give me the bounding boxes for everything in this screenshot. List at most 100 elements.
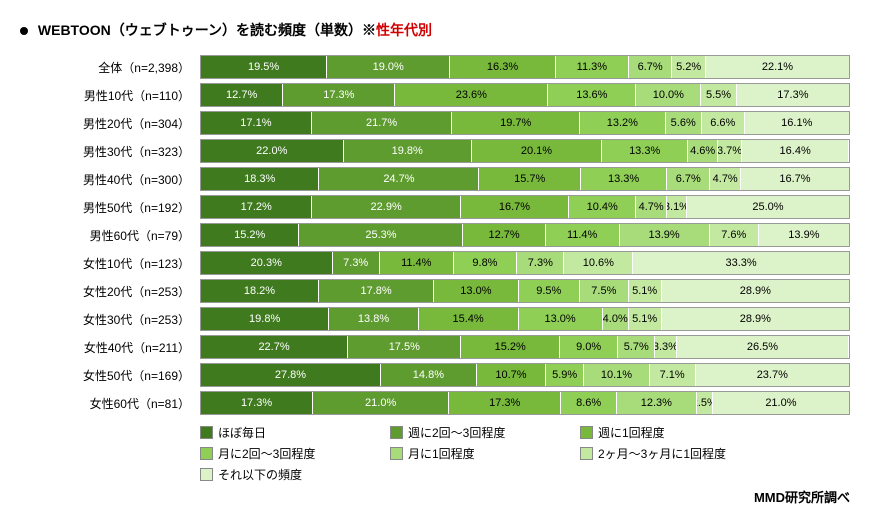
legend-label: 2ヶ月～3ヶ月に1回程度 bbox=[598, 445, 726, 462]
bar-segment: 17.3% bbox=[737, 84, 849, 106]
chart-row: 女性60代（n=81）17.3%21.0%17.3%8.6%12.3%2.5%2… bbox=[20, 392, 850, 414]
stacked-bar: 17.1%21.7%19.7%13.2%5.6%6.6%16.1% bbox=[200, 111, 850, 135]
bar-segment: 4.0% bbox=[603, 308, 629, 330]
bar-segment: 11.3% bbox=[556, 56, 629, 78]
bar-segment: 21.0% bbox=[713, 392, 849, 414]
bar-segment: 15.4% bbox=[419, 308, 519, 330]
stacked-bar: 19.5%19.0%16.3%11.3%6.7%5.2%22.1% bbox=[200, 55, 850, 79]
bar-segment: 23.7% bbox=[696, 364, 849, 386]
row-label: 男性10代（n=110） bbox=[20, 87, 200, 104]
bar-segment: 6.7% bbox=[629, 56, 672, 78]
bar-segment: 33.3% bbox=[633, 252, 849, 274]
bar-segment: 7.1% bbox=[650, 364, 696, 386]
bar-segment: 6.6% bbox=[702, 112, 745, 134]
bar-segment: 4.6% bbox=[688, 140, 718, 162]
legend-label: 週に1回程度 bbox=[598, 424, 665, 441]
stacked-bar: 17.3%21.0%17.3%8.6%12.3%2.5%21.0% bbox=[200, 391, 850, 415]
bar-segment: 13.3% bbox=[602, 140, 688, 162]
bar-segment: 3.1% bbox=[667, 196, 687, 218]
chart-title: WEBTOON（ウェブトゥーン）を読む頻度（単数）※性年代別 bbox=[20, 20, 850, 40]
row-label: 女性10代（n=123） bbox=[20, 255, 200, 272]
bar-segment: 11.4% bbox=[546, 224, 620, 246]
bar-segment: 12.7% bbox=[463, 224, 545, 246]
row-label: 男性40代（n=300） bbox=[20, 171, 200, 188]
bar-segment: 17.3% bbox=[201, 392, 313, 414]
legend-swatch bbox=[200, 447, 213, 460]
bar-segment: 16.7% bbox=[461, 196, 569, 218]
bar-segment: 13.2% bbox=[580, 112, 666, 134]
bar-segment: 8.6% bbox=[561, 392, 617, 414]
legend-item: 週に1回程度 bbox=[580, 424, 750, 441]
legend-item: 週に2回～3回程度 bbox=[390, 424, 560, 441]
legend-swatch bbox=[200, 426, 213, 439]
bar-segment: 21.0% bbox=[313, 392, 449, 414]
bar-segment: 17.8% bbox=[319, 280, 434, 302]
bar-segment: 15.2% bbox=[461, 336, 559, 358]
stacked-bar: 15.2%25.3%12.7%11.4%13.9%7.6%13.9% bbox=[200, 223, 850, 247]
legend-label: それ以下の頻度 bbox=[218, 466, 302, 483]
legend-item: 2ヶ月～3ヶ月に1回程度 bbox=[580, 445, 750, 462]
legend-item: 月に2回～3回程度 bbox=[200, 445, 370, 462]
bar-segment: 5.2% bbox=[672, 56, 706, 78]
bar-segment: 5.1% bbox=[629, 280, 662, 302]
bar-segment: 18.3% bbox=[201, 168, 319, 190]
bar-segment: 24.7% bbox=[319, 168, 479, 190]
bar-segment: 22.1% bbox=[706, 56, 849, 78]
bar-segment: 15.7% bbox=[479, 168, 581, 190]
bar-segment: 17.3% bbox=[283, 84, 395, 106]
stacked-bar: 19.8%13.8%15.4%13.0%4.0%5.1%28.9% bbox=[200, 307, 850, 331]
bar-segment: 13.6% bbox=[548, 84, 636, 106]
bar-segment: 12.7% bbox=[201, 84, 283, 106]
chart-row: 女性40代（n=211）22.7%17.5%15.2%9.0%5.7%3.3%2… bbox=[20, 336, 850, 358]
bar-segment: 5.7% bbox=[618, 336, 655, 358]
bar-segment: 19.7% bbox=[452, 112, 580, 134]
stacked-bar: 20.3%7.3%11.4%9.8%7.3%10.6%33.3% bbox=[200, 251, 850, 275]
row-label: 全体（n=2,398） bbox=[20, 59, 200, 76]
credit: MMD研究所調べ bbox=[20, 487, 850, 506]
bar-segment: 18.2% bbox=[201, 280, 319, 302]
bar-segment: 7.6% bbox=[710, 224, 759, 246]
bar-segment: 17.2% bbox=[201, 196, 312, 218]
legend-swatch bbox=[580, 447, 593, 460]
bar-segment: 22.0% bbox=[201, 140, 344, 162]
bar-segment: 14.8% bbox=[381, 364, 477, 386]
stacked-bar: 18.3%24.7%15.7%13.3%6.7%4.7%16.7% bbox=[200, 167, 850, 191]
bar-segment: 4.7% bbox=[636, 196, 666, 218]
bar-segment: 16.7% bbox=[741, 168, 849, 190]
bar-segment: 10.7% bbox=[477, 364, 546, 386]
chart-row: 女性10代（n=123）20.3%7.3%11.4%9.8%7.3%10.6%3… bbox=[20, 252, 850, 274]
bar-segment: 28.9% bbox=[662, 280, 849, 302]
chart-row: 全体（n=2,398）19.5%19.0%16.3%11.3%6.7%5.2%2… bbox=[20, 56, 850, 78]
bar-segment: 4.7% bbox=[710, 168, 740, 190]
stacked-bar: 18.2%17.8%13.0%9.5%7.5%5.1%28.9% bbox=[200, 279, 850, 303]
legend-label: ほぼ毎日 bbox=[218, 424, 266, 441]
chart-row: 女性50代（n=169）27.8%14.8%10.7%5.9%10.1%7.1%… bbox=[20, 364, 850, 386]
chart-row: 男性30代（n=323）22.0%19.8%20.1%13.3%4.6%3.7%… bbox=[20, 140, 850, 162]
bar-segment: 10.0% bbox=[636, 84, 701, 106]
chart-row: 男性40代（n=300）18.3%24.7%15.7%13.3%6.7%4.7%… bbox=[20, 168, 850, 190]
bar-segment: 10.6% bbox=[564, 252, 633, 274]
title-text: WEBTOON（ウェブトゥーン）を読む頻度（単数）※ bbox=[38, 22, 376, 38]
stacked-bar: 12.7%17.3%23.6%13.6%10.0%5.5%17.3% bbox=[200, 83, 850, 107]
bar-segment: 19.8% bbox=[344, 140, 472, 162]
legend-item: それ以下の頻度 bbox=[200, 466, 370, 483]
legend-swatch bbox=[580, 426, 593, 439]
row-label: 男性30代（n=323） bbox=[20, 143, 200, 160]
row-label: 女性30代（n=253） bbox=[20, 311, 200, 328]
bar-segment: 13.0% bbox=[434, 280, 518, 302]
bar-segment: 3.7% bbox=[718, 140, 742, 162]
bar-segment: 5.6% bbox=[666, 112, 702, 134]
bar-segment: 21.7% bbox=[312, 112, 453, 134]
bar-segment: 25.3% bbox=[299, 224, 463, 246]
bar-segment: 2.5% bbox=[697, 392, 713, 414]
bar-segment: 9.0% bbox=[560, 336, 618, 358]
chart-row: 男性50代（n=192）17.2%22.9%16.7%10.4%4.7%3.1%… bbox=[20, 196, 850, 218]
bar-segment: 20.3% bbox=[201, 252, 333, 274]
bar-segment: 28.9% bbox=[662, 308, 849, 330]
bar-segment: 11.4% bbox=[380, 252, 454, 274]
bar-segment: 26.5% bbox=[677, 336, 849, 358]
bar-segment: 15.2% bbox=[201, 224, 299, 246]
stacked-bar: 17.2%22.9%16.7%10.4%4.7%3.1%25.0% bbox=[200, 195, 850, 219]
bar-segment: 10.4% bbox=[569, 196, 636, 218]
bar-segment: 3.3% bbox=[655, 336, 676, 358]
